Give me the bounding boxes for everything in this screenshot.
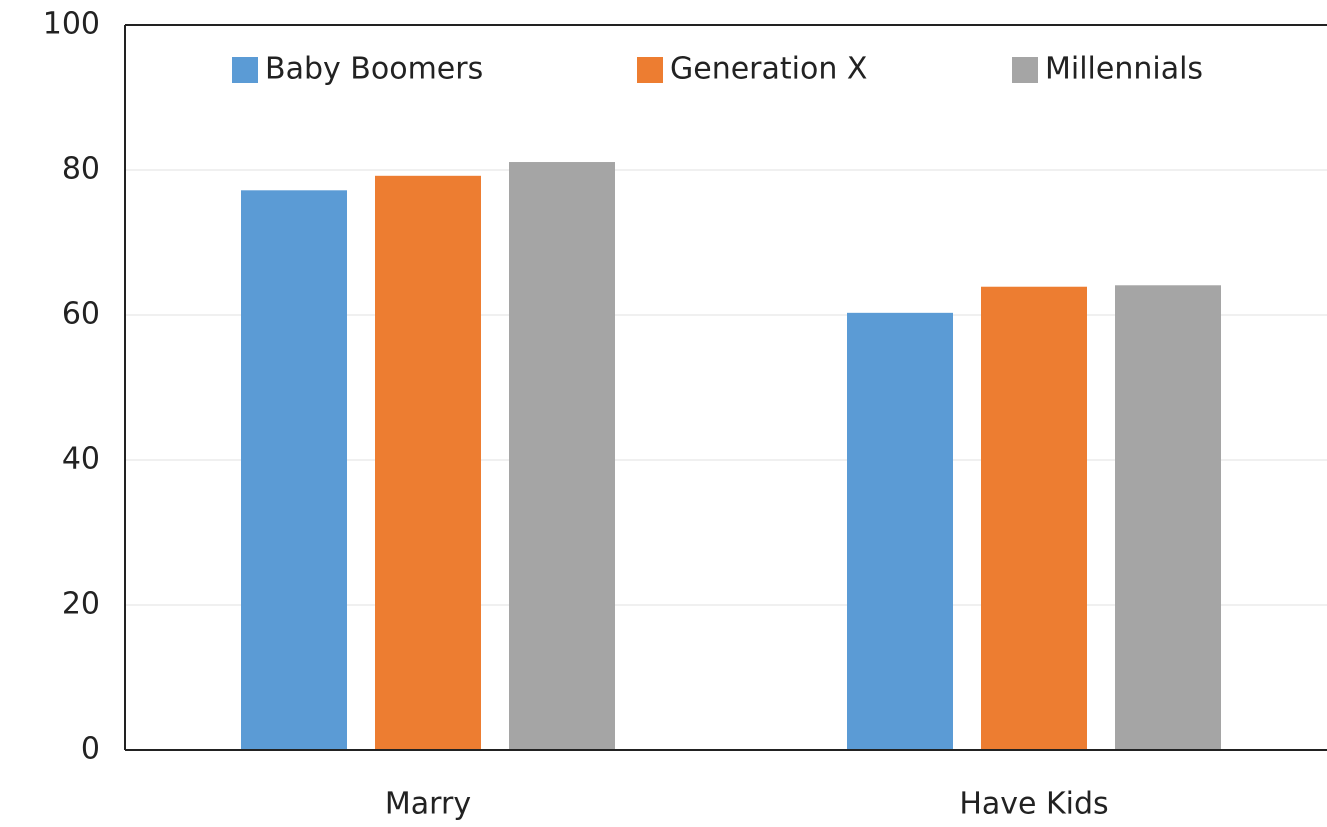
legend-label: Baby Boomers [265,52,483,87]
bar [981,286,1087,750]
bar [847,312,953,750]
y-tick-label: 80 [62,152,100,187]
legend-swatch [1012,57,1038,83]
bar [375,175,481,751]
y-tick-label: 20 [62,587,100,622]
y-tick-label: 40 [62,442,100,477]
bar [509,162,615,750]
y-tick-label: 60 [62,297,100,332]
x-tick-label: Have Kids [959,787,1108,822]
x-tick-label: Marry [385,787,471,822]
y-tick-label: 100 [43,7,100,42]
bar [241,190,347,751]
bar [1115,285,1221,750]
legend-label: Millennials [1045,52,1203,87]
legend-swatch [637,57,663,83]
y-tick-label: 0 [81,732,100,767]
legend-label: Generation X [670,52,867,87]
legend-swatch [232,57,258,83]
